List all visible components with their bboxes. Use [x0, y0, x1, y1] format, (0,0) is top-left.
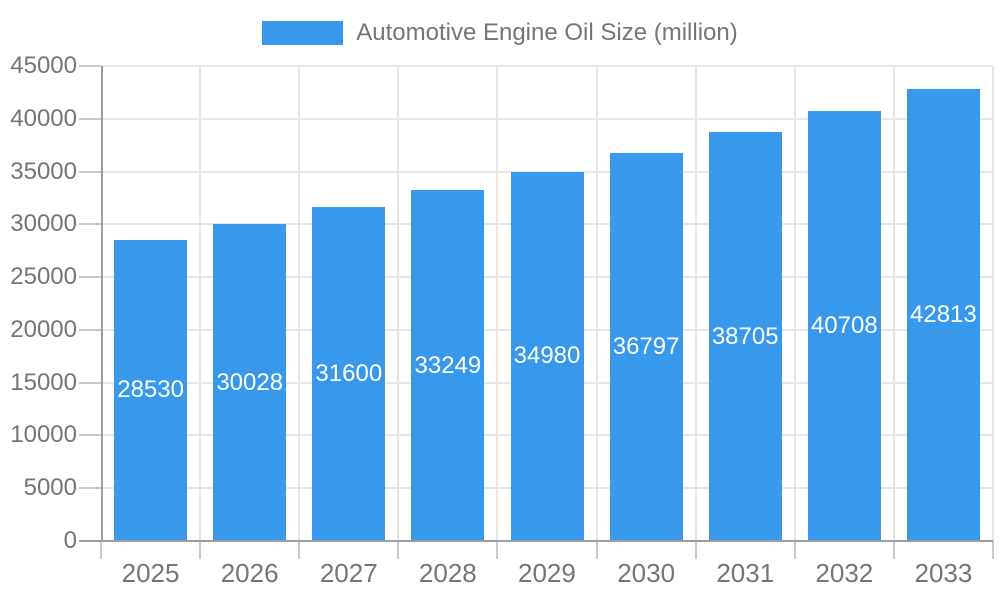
x-axis-label: 2028 — [418, 558, 477, 588]
bar-value-label: 28530 — [117, 376, 184, 404]
y-gridline — [101, 117, 993, 120]
y-axis-label: 40000 — [10, 104, 77, 132]
x-gridline — [595, 66, 598, 541]
x-gridline — [793, 66, 796, 541]
x-gridline — [199, 66, 202, 541]
legend: Automotive Engine Oil Size (million) — [0, 19, 1000, 47]
x-axis-label: 2026 — [220, 558, 279, 588]
y-gridline — [101, 170, 993, 173]
x-gridline — [992, 66, 994, 541]
bar-value-label: 33249 — [414, 351, 482, 379]
bar[interactable] — [708, 132, 782, 541]
y-axis-tick — [79, 434, 101, 437]
bar-value-label: 36797 — [612, 332, 680, 360]
x-axis-tick — [298, 541, 301, 559]
x-gridline — [892, 66, 895, 541]
y-axis-tick — [79, 328, 101, 331]
bar-value-label: 42813 — [910, 301, 977, 328]
y-axis-label: 15000 — [10, 368, 77, 396]
y-axis-tick — [79, 487, 101, 490]
y-axis-tick — [79, 117, 101, 120]
bar-value-label: 40708 — [810, 312, 878, 340]
bar-value-label: 30028 — [216, 368, 284, 396]
x-axis-label: 2030 — [617, 558, 676, 588]
x-axis-tick — [992, 541, 994, 559]
y-axis-tick — [79, 170, 101, 173]
x-gridline — [397, 66, 400, 541]
x-axis-label: 2025 — [121, 558, 180, 588]
bar[interactable] — [807, 111, 881, 541]
bar[interactable] — [213, 224, 287, 541]
bar-value-label: 38705 — [711, 322, 779, 350]
bar[interactable] — [312, 207, 386, 541]
y-axis-tick — [79, 381, 101, 384]
y-axis-label: 10000 — [10, 421, 77, 449]
y-axis-label: 30000 — [10, 210, 77, 238]
y-axis-tick — [79, 223, 101, 226]
x-axis-tick — [100, 541, 102, 559]
bar[interactable] — [906, 89, 980, 541]
x-axis-label: 2029 — [518, 558, 576, 588]
x-axis-tick — [694, 541, 697, 559]
y-axis-tick — [79, 276, 101, 279]
x-axis-label: 2031 — [716, 558, 775, 588]
bar[interactable] — [114, 239, 188, 541]
y-axis-line — [101, 66, 103, 541]
y-axis-tick — [79, 65, 101, 67]
bar[interactable] — [609, 152, 683, 541]
x-gridline — [298, 66, 301, 541]
x-axis-label: 2032 — [815, 558, 874, 588]
bar[interactable] — [510, 171, 584, 541]
y-axis-label: 5000 — [23, 474, 77, 502]
y-gridline — [101, 65, 993, 67]
x-axis-tick — [199, 541, 202, 559]
bar-value-label: 31600 — [315, 360, 383, 388]
x-axis-tick — [892, 541, 895, 559]
x-axis-tick — [496, 541, 499, 559]
y-axis-label: 35000 — [10, 157, 77, 185]
x-axis-tick — [397, 541, 400, 559]
x-axis-label: 2033 — [914, 558, 973, 588]
y-axis-label: 20000 — [10, 315, 77, 343]
x-gridline — [496, 66, 499, 541]
legend-swatch — [262, 21, 344, 45]
x-axis-tick — [793, 541, 796, 559]
x-gridline — [694, 66, 697, 541]
plot-area: 28530 30028 31600 33249 34980 36797 38705 40708… — [79, 65, 994, 559]
y-axis-label: 25000 — [10, 263, 77, 291]
bar[interactable] — [411, 190, 485, 541]
bar-value-label: 34980 — [513, 342, 581, 370]
x-axis-tick — [595, 541, 598, 559]
y-axis-label: 0 — [63, 527, 77, 554]
x-axis-label: 2027 — [319, 558, 378, 588]
y-axis-label: 45000 — [10, 52, 77, 79]
x-axis-line — [79, 540, 993, 542]
legend-label: Automotive Engine Oil Size (million) — [356, 19, 738, 46]
